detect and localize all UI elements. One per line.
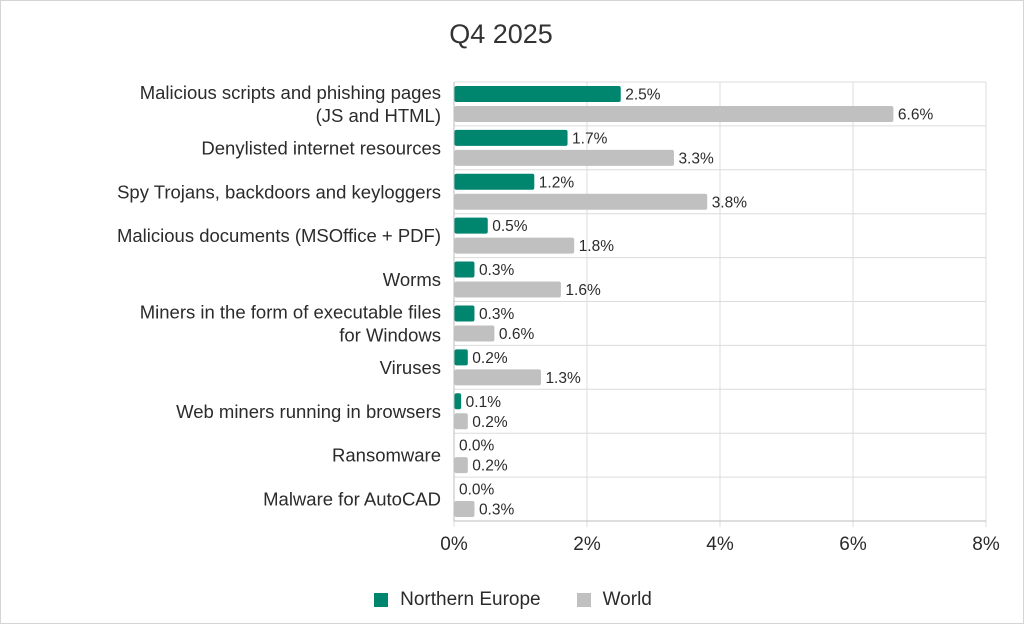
category-label: Malicious documents (MSOffice + PDF) [117,225,441,246]
data-label-northern-europe: 0.5% [492,218,528,235]
bar-world [454,501,475,518]
bar-northern-europe [454,85,621,102]
bar-world [454,105,894,122]
bar-northern-europe [454,305,475,322]
category-label: Miners in the form of executable files [140,301,441,322]
bar-world [454,369,541,386]
chart-title: Q4 2025 [449,19,553,49]
data-label-world: 3.8% [712,194,748,211]
x-tick-label: 8% [972,534,1000,555]
data-label-world: 0.6% [499,326,535,343]
legend-swatch-world [576,593,591,607]
legend-swatch-northern-europe [374,593,389,607]
data-label-northern-europe: 0.0% [459,482,495,499]
category-label: (JS and HTML) [316,105,441,126]
legend-label-northern-europe: Northern Europe [400,589,541,610]
category-label: Malware for AutoCAD [263,489,441,510]
category-label: for Windows [339,324,441,345]
data-label-northern-europe: 1.7% [572,130,608,147]
data-label-world: 6.6% [898,106,934,123]
category-label: Worms [383,269,441,290]
legend-item-world: World [576,589,652,611]
category-label: Spy Trojans, backdoors and keyloggers [117,181,441,202]
data-label-world: 0.3% [479,502,515,519]
category-label: Malicious scripts and phishing pages [140,82,441,103]
bar-world [454,457,468,474]
bar-northern-europe [454,261,475,278]
bar-world [454,149,674,166]
bar-world [454,193,708,210]
legend: Northern Europe World [1,589,1024,611]
category-label: Viruses [380,357,441,378]
data-label-northern-europe: 0.2% [472,350,508,367]
bar-world [454,413,468,430]
data-label-northern-europe: 0.0% [459,438,495,455]
bar-world [454,325,495,342]
bar-northern-europe [454,173,535,190]
data-label-world: 0.2% [472,458,508,475]
data-label-world: 3.3% [678,150,714,167]
bar-northern-europe [454,217,488,234]
category-label: Ransomware [332,445,441,466]
legend-label-world: World [602,589,652,610]
category-label: Denylisted internet resources [201,137,441,158]
bar-northern-europe [454,349,468,366]
data-label-world: 1.3% [545,370,581,387]
bar-northern-europe [454,393,462,410]
bar-northern-europe [454,129,568,146]
data-label-northern-europe: 2.5% [625,86,661,103]
data-label-northern-europe: 0.1% [466,394,502,411]
data-label-world: 1.8% [579,238,615,255]
data-label-world: 0.2% [472,414,508,431]
bar-world [454,237,575,254]
x-tick-label: 0% [440,534,468,555]
category-label: Web miners running in browsers [176,401,441,422]
x-tick-label: 6% [839,534,867,555]
x-tick-label: 4% [706,534,734,555]
data-label-northern-europe: 0.3% [479,262,515,279]
x-tick-label: 2% [573,534,601,555]
data-label-northern-europe: 0.3% [479,306,515,323]
bar-world [454,281,561,298]
legend-item-northern-europe: Northern Europe [374,589,541,611]
data-label-northern-europe: 1.2% [539,174,575,191]
data-label-world: 1.6% [565,282,601,299]
